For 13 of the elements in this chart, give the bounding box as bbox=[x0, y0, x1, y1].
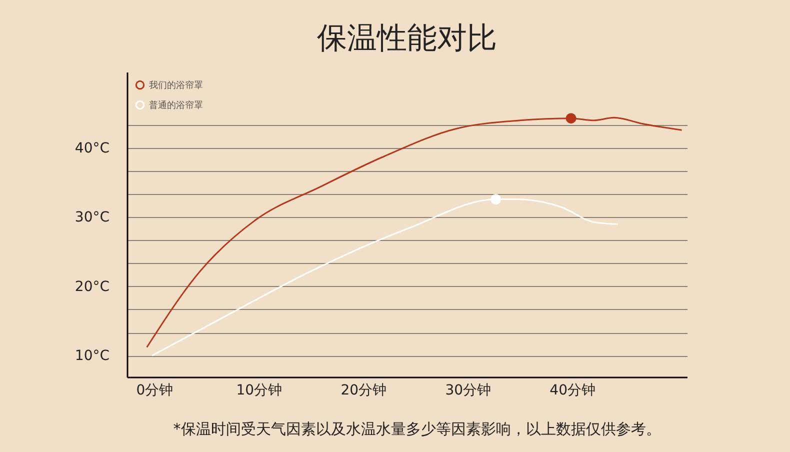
text: *保温时间受天气因素以及水温水量多少等因素影响，以上数据仅供参考。 bbox=[173, 420, 661, 438]
y-tick-label: 20°C bbox=[74, 278, 110, 295]
y-tick-label: 10°C bbox=[74, 348, 110, 364]
legend-label: 普通的浴帘罩 bbox=[149, 100, 203, 111]
y-tick-label: 40°C bbox=[74, 140, 110, 157]
y-tick-label: 30°C bbox=[74, 210, 110, 226]
x-tick-label: 30分钟 bbox=[445, 382, 492, 398]
legend-label: 我们的浴帘罩 bbox=[149, 80, 203, 91]
x-tick-label: 10分钟 bbox=[236, 382, 282, 398]
x-tick-label: 0分钟 bbox=[136, 382, 174, 398]
chart-title: 保温性能对比 bbox=[317, 21, 497, 56]
x-tick-label: 20分钟 bbox=[340, 382, 387, 398]
x-tick-label: 40分钟 bbox=[550, 382, 596, 398]
